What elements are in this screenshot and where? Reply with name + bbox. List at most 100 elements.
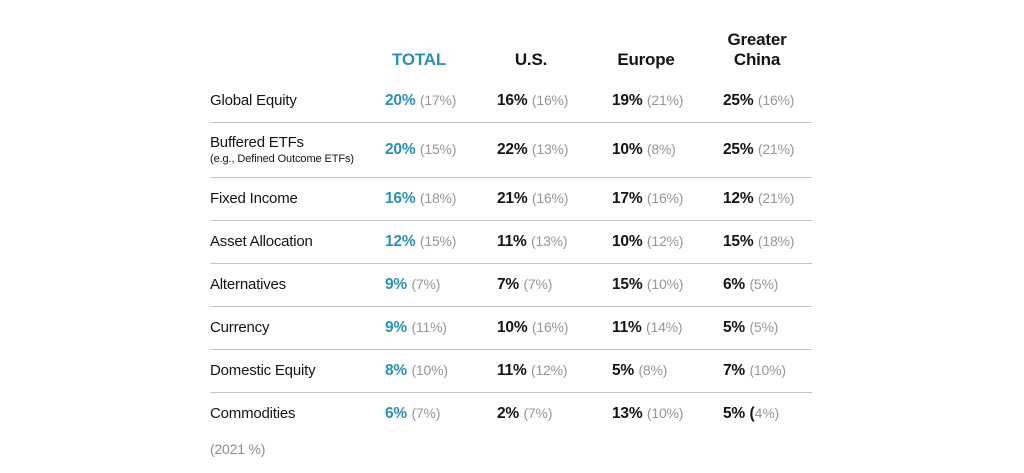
cell-prior-value: (8%): [638, 362, 668, 378]
cell-value: 15%: [612, 276, 643, 293]
cell-value: 12%: [723, 190, 754, 207]
table-header-row: TOTAL U.S. Europe Greater China: [210, 24, 812, 70]
column-header-total-label: TOTAL: [391, 49, 447, 69]
cell-greater-china: 12% (21%): [723, 190, 812, 208]
cell-paren: (: [749, 405, 755, 422]
cell-prior-value: (7%): [523, 405, 553, 421]
cell-greater-china: 7% (10%): [723, 362, 812, 380]
cell-europe: 19% (21%): [612, 92, 723, 110]
cell-total: 16% (18%): [385, 190, 497, 208]
cell-prior-value: (12%): [531, 362, 568, 378]
cell-greater-china: 5% (5%): [723, 319, 812, 337]
cell-value: 5%: [612, 362, 635, 379]
cell-total: 6% (7%): [385, 405, 497, 423]
table-row-asset-allocation: Asset Allocation 12% (15%) 11% (13%) 10%…: [210, 221, 812, 264]
cell-prior-value: (16%): [757, 92, 795, 108]
cell-prior-value: (10%): [646, 276, 684, 292]
cell-total: 9% (11%): [385, 319, 497, 337]
row-label: Global Equity: [210, 92, 385, 111]
cell-value: 7%: [723, 362, 746, 379]
cell-europe: 13% (10%): [612, 405, 723, 423]
cell-europe: 10% (12%): [612, 233, 723, 251]
cell-us: 7% (7%): [497, 276, 612, 294]
cell-prior-value: (17%): [419, 92, 457, 108]
cell-prior-value: (10%): [411, 362, 448, 378]
cell-prior-value: (16%): [531, 190, 569, 206]
row-label-text: Buffered ETFs: [210, 133, 304, 151]
cell-value: 10%: [612, 233, 643, 250]
cell-value: 25%: [723, 141, 754, 158]
cell-value: 21%: [497, 190, 528, 207]
table-row-fixed-income: Fixed Income 16% (18%) 21% (16%) 17% (16…: [210, 178, 812, 221]
cell-value: 5%: [723, 319, 746, 336]
row-label: Currency: [210, 319, 385, 338]
cell-prior-value: (18%): [757, 233, 795, 249]
footnote-2021: (2021 %): [210, 441, 266, 457]
cell-total: 20% (15%): [385, 141, 497, 159]
cell-prior-value: (7%): [523, 276, 553, 292]
row-label-text: Domestic Equity: [210, 361, 316, 379]
cell-us: 2% (7%): [497, 405, 612, 423]
column-header-greater-china-label: Greater China: [727, 29, 787, 69]
cell-value: 20%: [385, 141, 416, 158]
cell-value: 20%: [385, 92, 416, 109]
table-row-alternatives: Alternatives 9% (7%) 7% (7%) 15% (10%) 6…: [210, 264, 812, 307]
row-label: Domestic Equity: [210, 362, 385, 381]
etf-category-table: TOTAL U.S. Europe Greater China Global E…: [210, 24, 812, 457]
cell-value: 7%: [497, 276, 520, 293]
cell-greater-china: 5% (4%): [723, 405, 812, 423]
column-header-europe: Europe: [612, 50, 723, 70]
cell-prior-value: (15%): [419, 141, 457, 157]
cell-prior-value: (10%): [646, 405, 684, 421]
cell-total: 20% (17%): [385, 92, 497, 110]
row-label: Alternatives: [210, 276, 385, 295]
cell-prior-value: (15%): [419, 233, 457, 249]
cell-value: 11%: [497, 362, 527, 379]
cell-prior-value: (16%): [646, 190, 684, 206]
cell-prior-value: (10%): [749, 362, 786, 378]
cell-value: 9%: [385, 276, 408, 293]
cell-value: 22%: [497, 141, 528, 158]
cell-prior-value: (21%): [757, 190, 795, 206]
row-label-text: Currency: [210, 318, 270, 336]
table-row-global-equity: Global Equity 20% (17%) 16% (16%) 19% (2…: [210, 80, 812, 123]
table-row-commodities: Commodities 6% (7%) 2% (7%) 13% (10%) 5%…: [210, 393, 812, 435]
row-label-text: Alternatives: [210, 275, 286, 293]
cell-prior-value: (16%): [531, 319, 569, 335]
cell-value: 9%: [385, 319, 408, 336]
cell-us: 22% (13%): [497, 141, 612, 159]
cell-prior-value: (18%): [419, 190, 457, 206]
column-header-europe-label: Europe: [617, 49, 675, 69]
cell-europe: 5% (8%): [612, 362, 723, 380]
cell-europe: 10% (8%): [612, 141, 723, 159]
row-label-text: Asset Allocation: [210, 232, 313, 250]
cell-us: 11% (13%): [497, 233, 612, 251]
cell-value: 25%: [723, 92, 754, 109]
cell-prior-value: (11%): [411, 319, 447, 335]
cell-value: 12%: [385, 233, 416, 250]
cell-prior-value: (5%): [749, 319, 779, 335]
row-label: Commodities: [210, 405, 385, 424]
cell-greater-china: 25% (16%): [723, 92, 812, 110]
cell-value: 11%: [612, 319, 642, 336]
cell-prior-value: (21%): [757, 141, 795, 157]
cell-prior-value: (7%): [411, 276, 441, 292]
row-label-text: Fixed Income: [210, 189, 298, 207]
cell-greater-china: 6% (5%): [723, 276, 812, 294]
cell-prior-value: (21%): [646, 92, 684, 108]
cell-us: 10% (16%): [497, 319, 612, 337]
cell-value: 16%: [497, 92, 528, 109]
cell-value: 5%: [723, 405, 746, 422]
row-label: Buffered ETFs (e.g., Defined Outcome ETF…: [210, 134, 385, 167]
cell-prior-value: (7%): [411, 405, 441, 421]
cell-total: 8% (10%): [385, 362, 497, 380]
cell-value: 8%: [385, 362, 408, 379]
table-row-domestic-equity: Domestic Equity 8% (10%) 11% (12%) 5% (8…: [210, 350, 812, 393]
cell-prior-value: (12%): [646, 233, 684, 249]
cell-prior-value: (13%): [531, 141, 569, 157]
table-row-currency: Currency 9% (11%) 10% (16%) 11% (14%) 5%…: [210, 307, 812, 350]
row-sublabel-text: (e.g., Defined Outcome ETFs): [210, 152, 354, 165]
column-header-total: TOTAL: [385, 50, 497, 70]
cell-us: 11% (12%): [497, 362, 612, 380]
